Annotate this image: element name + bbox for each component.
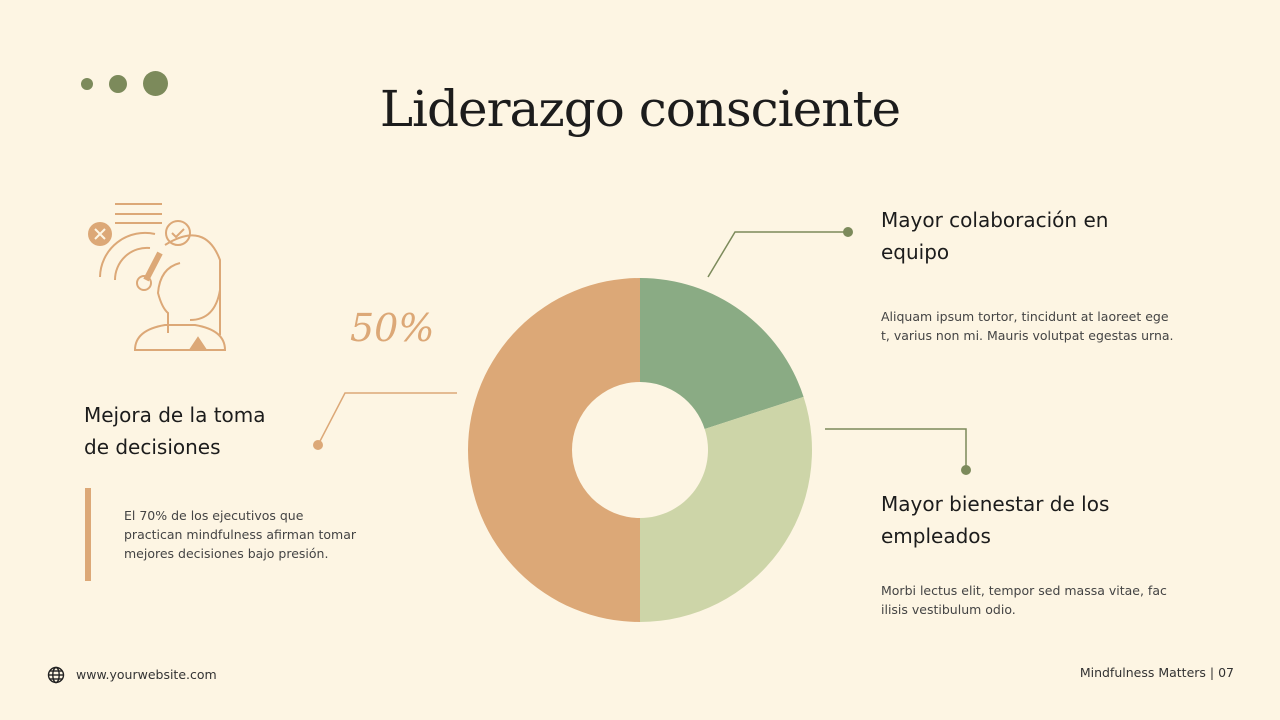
callout-body-wellbeing: Morbi lectus elit, tempor sed massa vita…	[881, 583, 1167, 617]
decor-dot	[143, 71, 168, 96]
leader-dot	[843, 227, 853, 237]
leader-dot	[961, 465, 971, 475]
globe-icon	[47, 666, 65, 684]
callout-body-decisions: El 70% de los ejecutivos que practican mi…	[124, 508, 357, 561]
decision-making-person-icon	[88, 203, 227, 351]
donut-slice-2	[640, 396, 812, 622]
decor-dot	[81, 78, 93, 90]
leader-dot	[313, 440, 323, 450]
donut-slice-3	[468, 278, 640, 622]
leader-line-decisions	[317, 392, 457, 446]
decor-dot	[109, 75, 127, 93]
callout-body-collab: Aliquam ipsum tortor, tincidunt at laore…	[881, 309, 1174, 343]
footer-brand: Mindfulness Matters | 07	[1079, 665, 1234, 680]
donut-slice-1	[640, 278, 804, 429]
callout-heading-decisions: Mejora de la toma de decisiones	[84, 403, 266, 459]
accent-bar	[85, 488, 91, 581]
callout-heading-collab: Mayor colaboración en equipo	[881, 208, 1109, 264]
leader-line-collab	[707, 231, 848, 278]
leader-line-wellbeing	[825, 428, 967, 470]
page-title: Liderazgo consciente	[379, 80, 901, 138]
callout-heading-wellbeing: Mayor bienestar de los empleados	[881, 492, 1110, 548]
data-label-50: 50%	[350, 306, 435, 350]
website-link[interactable]: www.yourwebsite.com	[76, 667, 217, 682]
